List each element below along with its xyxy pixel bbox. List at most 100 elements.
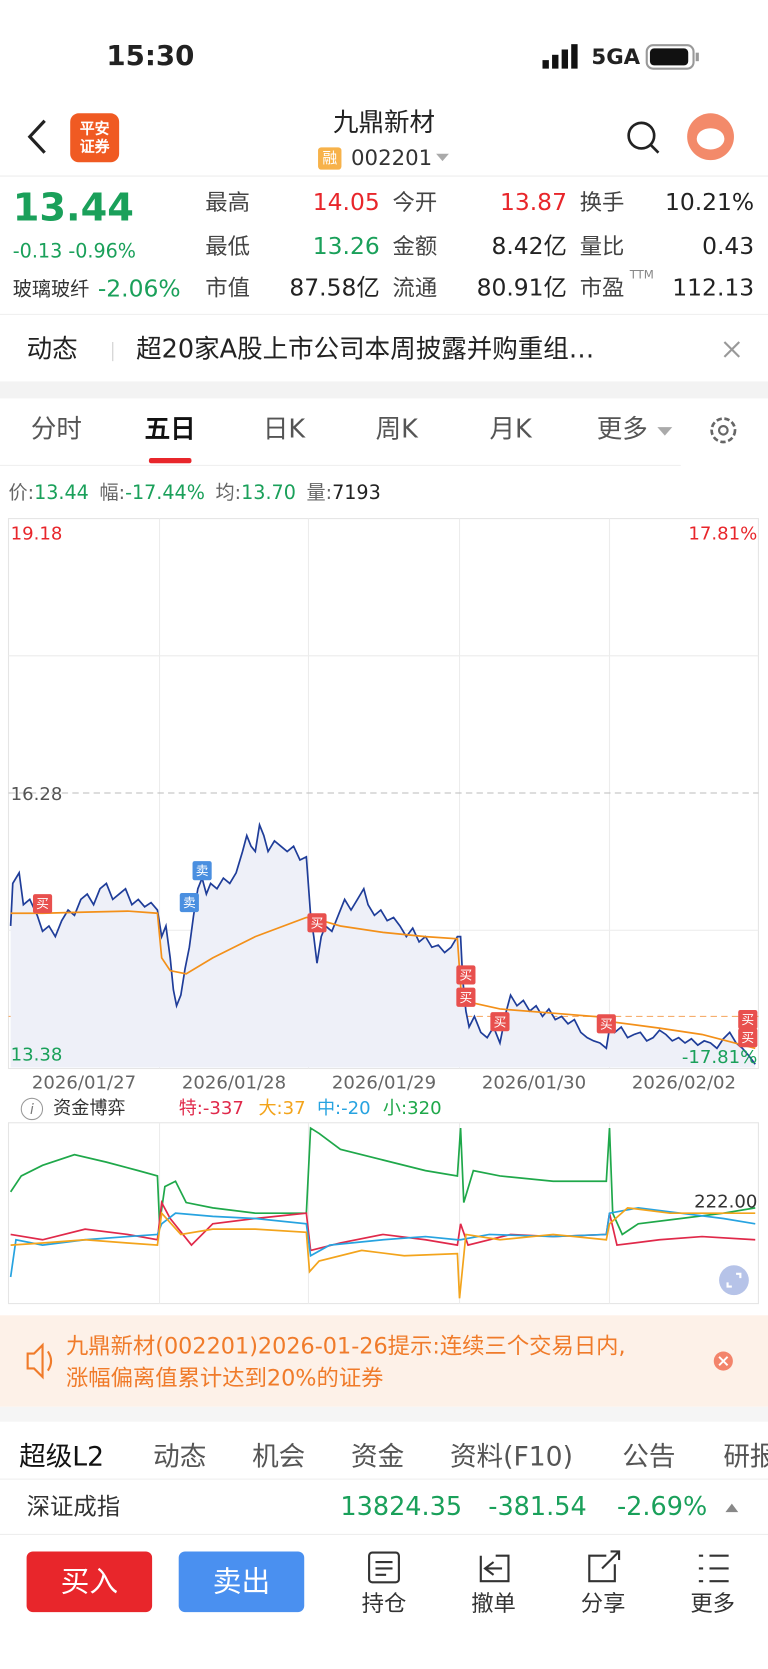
back-button[interactable] [27,119,46,154]
stat-value: 80.91亿 [477,273,567,301]
price-area [10,824,756,1068]
stat-label: 量比 [580,234,625,260]
expand-icon[interactable] [725,1503,739,1513]
buy-marker [456,965,476,985]
stat-value: 87.58亿 [289,273,379,301]
action-label[interactable]: 分享 [581,1591,626,1617]
stat-value: 10.21% [665,188,754,216]
broker-logo [70,113,120,163]
buy-marker-label: 买 [600,1017,613,1032]
tab-indicator [148,457,192,464]
action-label[interactable]: 持仓 [362,1591,407,1617]
buy-marker [596,1014,616,1034]
stat-label: 市值 [205,275,250,301]
sector: 玻璃玻纤 [13,277,90,300]
buy-marker-label: 买 [36,897,49,912]
date-label: 2026/01/28 [182,1072,286,1093]
bottom-tabs: 超级L2 动态 机会 资金 资料(F10) 公告 研报 [19,1441,768,1472]
change-value: -0.13 [13,239,62,262]
date-label: 2026/01/29 [332,1072,436,1093]
search-button[interactable] [627,121,660,154]
price: 13.44 [13,186,134,231]
pct-axis-label: 17.81% [688,524,757,545]
badge-text: 融 [322,149,337,167]
small-line [9,1126,756,1236]
stat-label: 最低 [205,234,250,260]
buy-marker-label: 买 [741,1013,754,1028]
fund-item-value: 37 [283,1098,306,1119]
buy-marker [456,987,476,1007]
index-name: 深证成指 [27,1492,121,1520]
stat-value: 13.87 [500,188,567,216]
close-icon [718,1356,729,1366]
sell-marker [192,861,212,881]
fund-items: 特:-337 大:37 中:-20 小:320 [179,1098,442,1119]
fund-item-label: 小: [383,1098,407,1119]
news-text[interactable]: 超20家A股上市公司本周披露并购重组… [136,335,594,365]
notice-text: 九鼎新材(002201)2026-01-26提示:连续三个交易日内, [66,1334,626,1360]
trade-markers: 买买买买买买买买卖卖 [32,861,758,1048]
buy-button[interactable] [26,1551,153,1613]
tab[interactable]: 五日 [145,414,196,444]
action-label[interactable]: 更多 [690,1591,735,1617]
notice-banner [0,1315,768,1407]
sell-button[interactable] [178,1551,305,1613]
bottom-tab[interactable]: 资金 [351,1441,404,1472]
buy-marker-label: 买 [460,991,473,1006]
logo-text: 平安 [80,119,110,137]
y-axis-label: 16.28 [11,784,63,805]
expand-icon [726,1272,742,1288]
logo-text: 证券 [80,137,111,155]
large-line [10,1206,756,1299]
index-change-pct: -2.69% [617,1492,707,1522]
fund-item: 大:37 [258,1098,305,1119]
grid [159,1122,611,1304]
stat-value: 13.26 [313,232,380,260]
buy-marker [738,1010,758,1030]
stat-label: 流通 [393,275,438,301]
bottom-tab[interactable]: 资料(F10) [450,1441,573,1472]
info-icon[interactable] [20,1097,44,1121]
stat-value: 8.42亿 [491,232,566,260]
stat-value: 112.13 [672,273,754,301]
tab[interactable]: 日K [263,414,307,444]
fund-item-value: 320 [407,1098,442,1119]
tabs: 分时 五日 日K 周K 月K 更多 [31,414,648,444]
tab[interactable]: 月K [489,414,533,444]
change: -0.13 -0.96% [13,239,136,262]
fund-item: 中:-20 [317,1098,371,1119]
network: 5GA [591,45,640,70]
bottom-tab[interactable]: 超级L2 [19,1441,104,1472]
sell-marker-label: 卖 [183,896,196,911]
news-label: 动态 [27,335,78,365]
bottom-tab[interactable]: 公告 [622,1441,675,1472]
dropdown-icon[interactable] [436,153,449,162]
band [0,1406,768,1422]
tab[interactable]: 周K [376,414,420,444]
bottom-tab[interactable]: 研报 [723,1441,768,1472]
bottom-tab[interactable]: 机会 [252,1441,305,1472]
tab[interactable]: 更多 [597,414,648,444]
settings-button[interactable] [710,417,737,444]
stock-code: 002201 [351,146,432,171]
buy-marker [738,1028,758,1048]
band [0,381,768,399]
bottom-tab[interactable]: 动态 [153,1441,206,1472]
info-value: 7193 [332,481,381,504]
stats: 最高 14.05 今开 13.87 换手 10.21% 最低 13.26 金额 8.42亿 量比 0.… [205,188,754,301]
action-label[interactable]: 撤单 [471,1591,516,1617]
info-value: 13.70 [241,481,296,504]
action-items: 持仓 撤单 分享 更多 [362,1591,735,1617]
stat-label: 换手 [580,190,625,216]
sector-change: -2.06% [98,274,181,302]
buy-marker [490,1012,510,1032]
y-axis-label: 19.18 [11,524,63,545]
info-value: 13.44 [34,481,89,504]
stat-label: 市盈 [580,275,625,301]
close-button[interactable] [723,341,741,358]
stat-label: 金额 [393,234,438,260]
expand-button[interactable] [719,1265,749,1296]
chart-info: 价:13.44 幅:-17.44% 均:13.70 量:7193 [9,481,381,504]
tab[interactable]: 分时 [31,414,82,444]
